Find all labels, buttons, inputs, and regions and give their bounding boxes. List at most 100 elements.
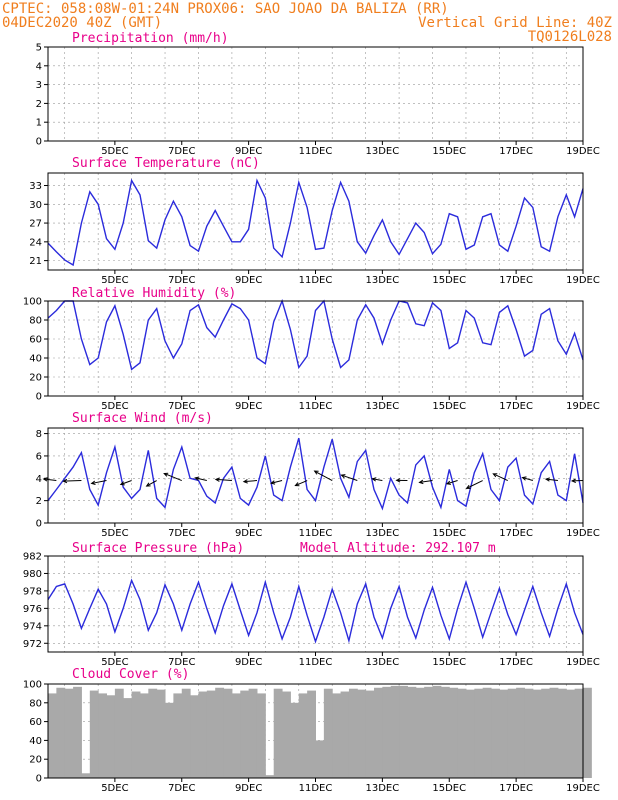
x-tick-label: 11DEC [299,275,333,286]
cloud-bar [282,691,291,778]
wind-arrow [372,478,383,482]
x-tick-label: 11DEC [299,783,333,794]
cloud-bar [265,775,275,778]
wind-arrow [314,470,333,481]
precipitation-title: Precipitation (mm/h) [72,31,229,46]
cloud-bar [56,687,66,778]
wind-arrow [493,473,508,481]
x-tick-label: 11DEC [299,401,333,412]
x-tick-label: 13DEC [366,275,400,286]
cloud-bar [198,691,208,778]
wind-arrow [91,480,107,484]
x-tick-label: 15DEC [432,657,466,668]
x-tick-label: 7DEC [168,783,195,794]
wind-arrow [63,480,82,482]
cloud-bar [390,685,400,778]
x-tick-label: 15DEC [432,275,466,286]
y-tick-label: 24 [29,237,42,248]
y-tick-label: 3 [36,80,42,91]
wind-arrow-head [163,472,169,477]
x-tick-label: 9DEC [235,401,262,412]
x-tick-label: 13DEC [366,401,400,412]
x-tick-label: 11DEC [299,657,333,668]
wind-arrow-head [465,484,471,489]
y-tick-label: 8 [36,429,42,440]
x-tick-label: 9DEC [235,275,262,286]
wind-arrow [43,478,57,482]
header-vertical-grid-note: Vertical Grid Line: 40Z [418,15,612,31]
y-tick-label: 33 [29,181,42,192]
x-tick-label: 5DEC [101,783,128,794]
wind-arrow-head [492,473,498,478]
wind-arrow-head [214,477,220,482]
y-tick-label: 21 [29,256,42,267]
cloud-bar [407,686,417,778]
wind-arrow-head [544,477,550,482]
x-tick-label: 15DEC [432,528,466,539]
y-tick-label: 2 [36,496,42,507]
y-tick-label: 5 [36,43,42,54]
x-tick-label: 13DEC [366,146,400,157]
x-tick-label: 7DEC [168,146,195,157]
x-tick-label: 17DEC [499,146,533,157]
cloud-bar [399,685,408,778]
x-tick-label: 17DEC [499,528,533,539]
cloud-bar [290,702,300,778]
wind-arrow-head [42,477,48,482]
panel-frame [47,555,584,653]
cloud-cover-title: Cloud Cover (%) [72,667,189,682]
series-line [47,437,584,511]
x-tick-label: 9DEC [235,146,262,157]
y-tick-label: 978 [23,586,42,597]
wind-arrow [120,480,132,485]
cloud-bar [507,688,517,778]
wind-arrow-head [145,482,151,487]
wind-arrow [215,478,232,482]
cloud-bar [64,688,74,778]
wind-arrow-head [90,480,96,485]
y-tick-label: 980 [23,569,42,580]
cloud-bar [323,688,333,778]
x-tick-label: 11DEC [299,528,333,539]
y-tick-label: 100 [23,680,42,691]
wind-panel: 0 2 4 6 8 5DEC 7DEC 9DEC 11DEC 13DEC 15DEC 17DEC 19D… [36,427,600,539]
model-altitude-label: Model Altitude: 292.107 m [300,541,496,556]
cloud-bar [499,689,509,778]
humidity-title: Relative Humidity (%) [72,286,236,301]
y-tick-label: 0 [36,137,42,148]
cloud-bar [181,688,191,778]
humidity-panel: 0 20 40 60 80 100 5DEC 7DEC 9DEC 11DEC 13DEC 15DEC 1… [23,297,600,413]
cloud-bar [549,687,559,778]
y-tick-label: 2 [36,99,42,110]
cloud-bar [73,686,82,778]
cloud-bar [482,687,492,778]
temperature-title: Surface Temperature (nC) [72,156,260,171]
cloud-bar [215,687,225,778]
y-tick-label: 80 [29,698,42,709]
series-line [47,298,584,371]
panel-frame [47,172,584,271]
y-tick-label: 40 [29,354,42,365]
wind-arrow [271,480,283,484]
x-tick-label: 5DEC [101,657,128,668]
x-tick-label: 19DEC [566,146,600,157]
y-tick-label: 20 [29,755,42,766]
cloud-bar [139,693,149,778]
header-model-id: TQ0126L028 [528,29,612,45]
header-run-date: 04DEC2020 40Z (GMT) [2,15,162,31]
cloud-bar [574,688,584,778]
x-tick-label: 9DEC [235,657,262,668]
cloud-bar [357,689,367,778]
cloud-bar [491,688,500,778]
cloud-bar [190,695,199,778]
cloud-bar [148,688,158,778]
cloud-bar [424,686,434,778]
cloud-bar [298,693,308,778]
x-tick-label: 15DEC [432,783,466,794]
y-tick-label: 0 [36,519,42,530]
temperature-panel: 21 24 27 30 33 5DEC 7DEC 9DEC 11DEC 13DEC 15DEC 17D… [29,172,600,286]
panel-frame [47,300,584,397]
cloud-bar [583,687,592,778]
wind-arrow-head [242,479,248,484]
x-tick-label: 15DEC [432,401,466,412]
